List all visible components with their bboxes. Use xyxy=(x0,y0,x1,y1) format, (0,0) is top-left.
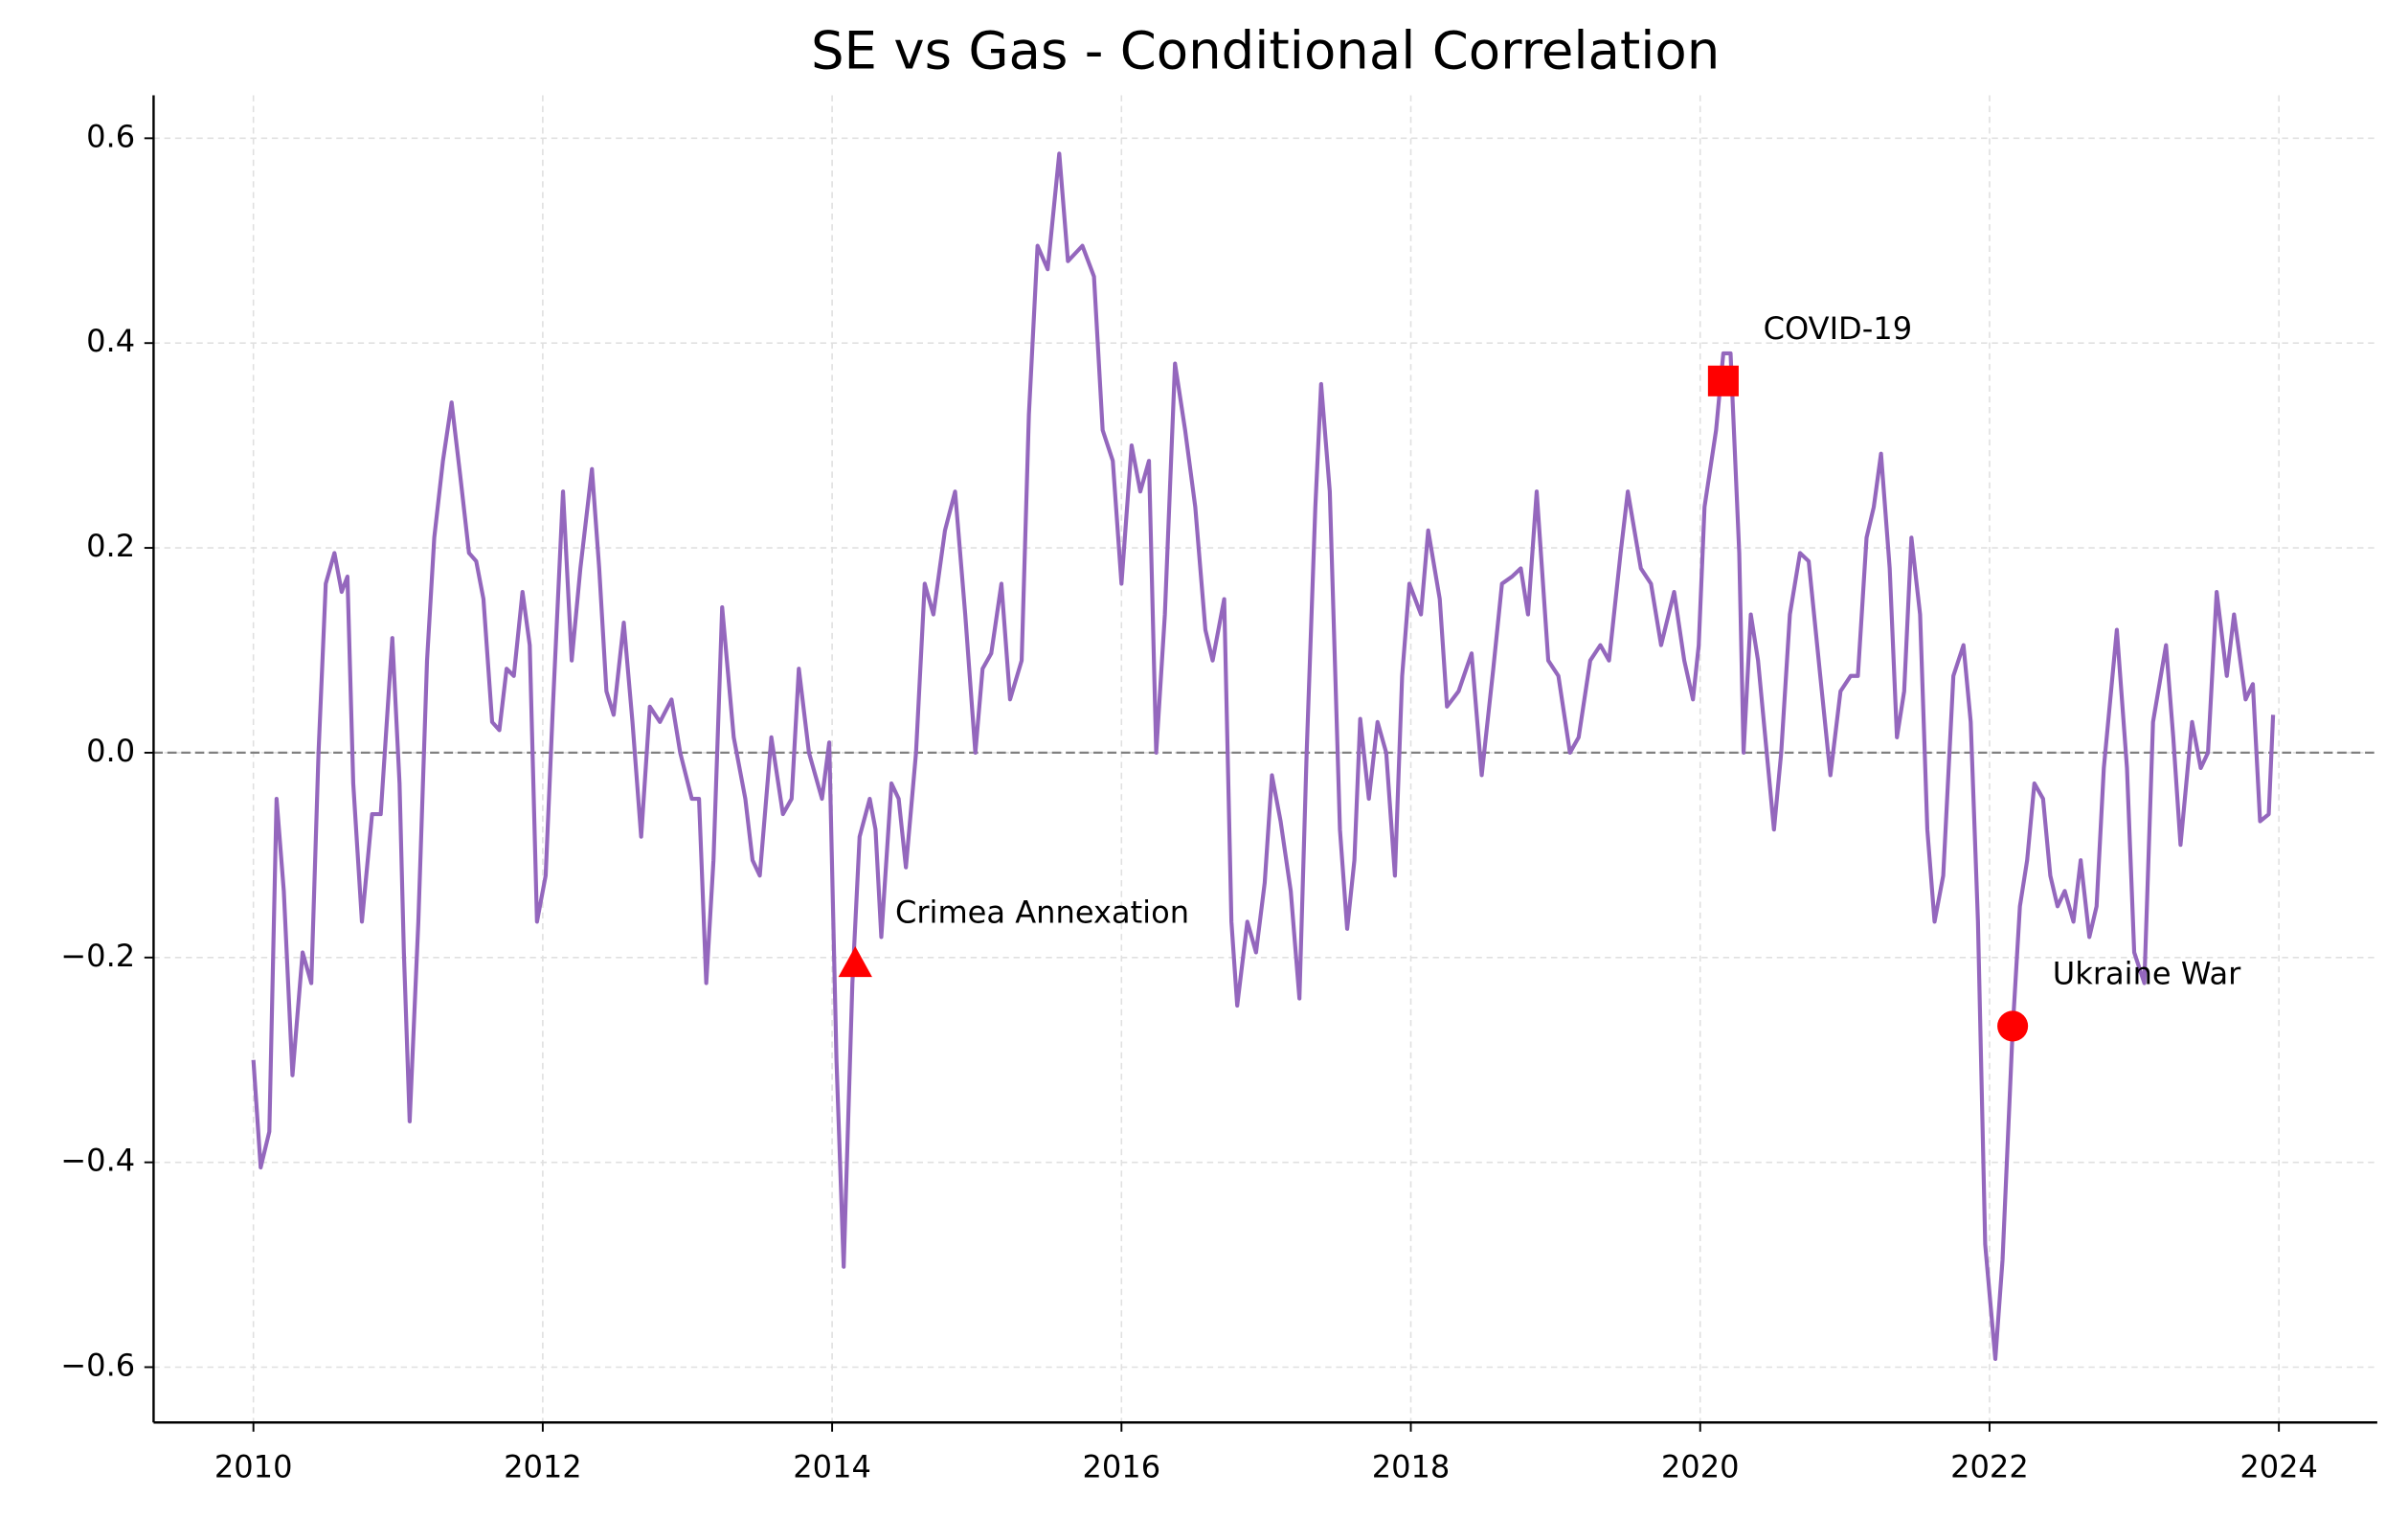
annotation-label: Ukraine War xyxy=(2053,955,2241,991)
event-marker xyxy=(838,946,872,978)
annotation-label: Crimea Annexation xyxy=(895,894,1189,930)
x-tick-label: 2014 xyxy=(793,1448,871,1484)
x-tick-label: 2020 xyxy=(1661,1448,1740,1484)
y-tick-label: −0.4 xyxy=(60,1143,135,1179)
event-marker xyxy=(1707,365,1739,396)
y-tick-label: 0.4 xyxy=(86,323,135,359)
y-tick-label: 0.6 xyxy=(86,118,135,154)
event-marker xyxy=(1997,1010,2029,1042)
y-tick-label: 0.2 xyxy=(86,528,135,564)
x-tick-label: 2022 xyxy=(1950,1448,2029,1484)
x-tick-label: 2024 xyxy=(2239,1448,2318,1484)
x-tick-label: 2016 xyxy=(1083,1448,1161,1484)
annotation-label: COVID-19 xyxy=(1764,310,1913,347)
y-tick-label: 0.0 xyxy=(86,733,135,769)
chart-title: SE vs Gas - Conditional Correlation xyxy=(811,19,1720,80)
x-tick-label: 2010 xyxy=(214,1448,293,1484)
x-tick-label: 2018 xyxy=(1372,1448,1451,1484)
y-tick-label: −0.6 xyxy=(60,1347,135,1383)
y-tick-label: −0.2 xyxy=(60,938,135,974)
data-line xyxy=(251,151,2276,1362)
x-tick-label: 2012 xyxy=(504,1448,582,1484)
